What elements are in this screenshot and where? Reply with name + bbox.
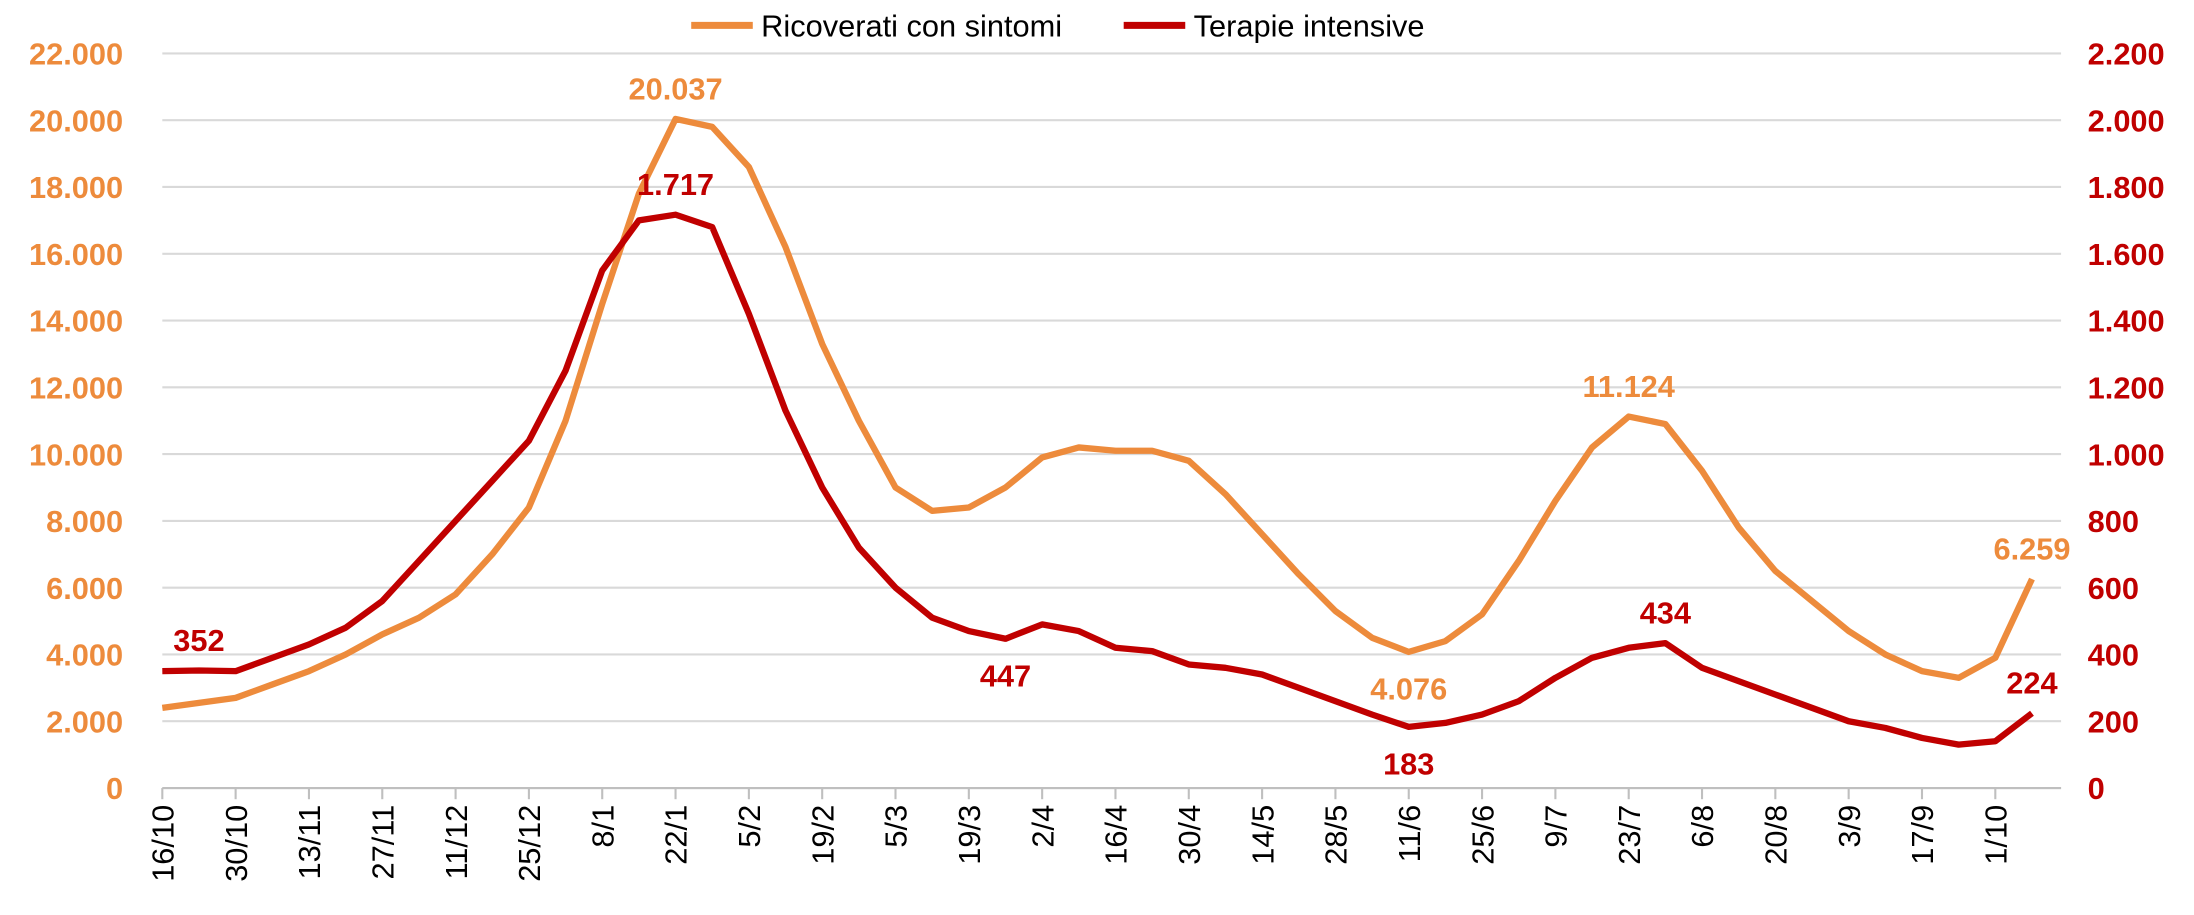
y-tick-label: 18.000 (29, 170, 123, 205)
y2-tick-label: 1.400 (2088, 304, 2165, 339)
x-tick-label: 1/10 (1979, 805, 2014, 865)
y2-tick-label: 1.200 (2088, 371, 2165, 406)
data-label: 447 (980, 658, 1031, 693)
y-tick-label: 6.000 (46, 571, 123, 606)
data-label: 4.076 (1370, 671, 1447, 706)
x-tick-label: 14/5 (1245, 805, 1280, 865)
x-tick-label: 16/4 (1099, 805, 1134, 865)
y-tick-label: 16.000 (29, 237, 123, 272)
x-tick-label: 9/7 (1539, 805, 1574, 848)
y-tick-label: 20.000 (29, 103, 123, 138)
y-tick-label: 4.000 (46, 638, 123, 673)
y-tick-label: 14.000 (29, 304, 123, 339)
x-tick-label: 17/9 (1905, 805, 1940, 865)
y2-tick-label: 1.800 (2088, 170, 2165, 205)
legend-label: Ricoverati con sintomi (761, 9, 1062, 44)
x-tick-label: 20/8 (1759, 805, 1794, 865)
y2-tick-label: 200 (2088, 704, 2139, 739)
x-tick-label: 22/1 (659, 805, 694, 865)
series-line (161, 115, 2035, 711)
y-tick-label: 8.000 (46, 504, 123, 539)
x-tick-label: 19/3 (952, 805, 987, 865)
y2-tick-label: 1.600 (2088, 237, 2165, 272)
y-tick-label: 12.000 (29, 371, 123, 406)
data-label: 1.717 (637, 167, 714, 202)
data-label: 6.259 (1993, 531, 2070, 566)
x-tick-label: 11/12 (439, 805, 474, 880)
x-tick-label: 27/11 (365, 805, 400, 880)
data-label: 11.124 (1583, 369, 1675, 404)
x-tick-label: 2/4 (1025, 805, 1060, 848)
x-tick-label: 19/2 (805, 805, 840, 865)
legend-label: Terapie intensive (1194, 9, 1425, 44)
y-tick-label: 2.000 (46, 704, 123, 739)
x-tick-label: 6/8 (1685, 805, 1720, 848)
x-tick-label: 3/9 (1832, 805, 1867, 848)
y2-tick-label: 800 (2088, 504, 2139, 539)
y2-tick-label: 1.000 (2088, 437, 2165, 472)
y2-tick-label: 0 (2088, 771, 2105, 806)
y-tick-label: 22.000 (29, 37, 123, 72)
y2-tick-label: 400 (2088, 638, 2139, 673)
y2-tick-label: 2.200 (2088, 37, 2165, 72)
y-tick-label: 0 (106, 771, 123, 806)
data-label: 352 (173, 623, 224, 658)
data-label: 20.037 (628, 71, 722, 106)
x-tick-label: 13/11 (292, 805, 327, 880)
y-tick-label: 10.000 (29, 437, 123, 472)
x-tick-label: 25/12 (512, 805, 547, 882)
x-tick-label: 11/6 (1392, 805, 1427, 863)
x-tick-label: 30/4 (1172, 805, 1207, 865)
x-tick-label: 8/1 (585, 805, 620, 848)
x-tick-label: 23/7 (1612, 805, 1647, 865)
x-tick-label: 28/5 (1319, 805, 1354, 865)
y2-tick-label: 2.000 (2088, 103, 2165, 138)
x-tick-label: 16/10 (146, 805, 181, 882)
x-tick-label: 5/3 (879, 805, 914, 848)
x-tick-label: 25/6 (1465, 805, 1500, 865)
data-label: 183 (1383, 746, 1434, 781)
y2-tick-label: 600 (2088, 571, 2139, 606)
x-tick-label: 30/10 (219, 805, 254, 882)
x-tick-label: 5/2 (732, 805, 767, 848)
data-label: 224 (2006, 666, 2057, 701)
data-label: 434 (1640, 596, 1691, 631)
series-line (162, 211, 2034, 748)
